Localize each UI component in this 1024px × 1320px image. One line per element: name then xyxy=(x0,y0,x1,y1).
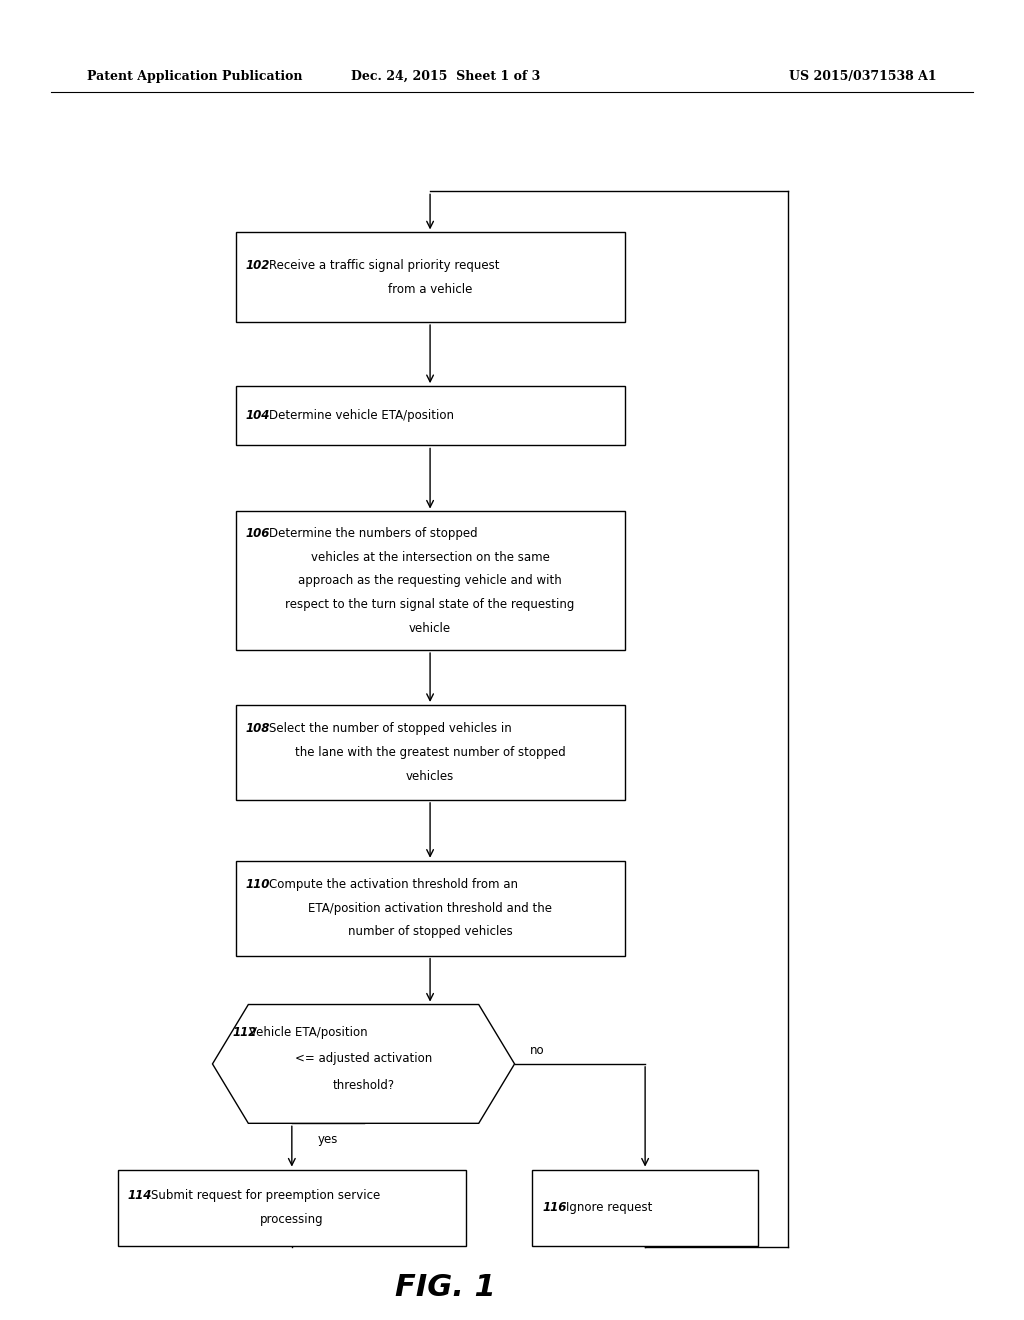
Polygon shape xyxy=(213,1005,514,1123)
Text: Patent Application Publication: Patent Application Publication xyxy=(87,70,302,83)
Text: processing: processing xyxy=(260,1213,324,1226)
Text: 116: 116 xyxy=(543,1201,567,1214)
Text: 106: 106 xyxy=(246,527,270,540)
Text: 110: 110 xyxy=(246,878,270,891)
Text: vehicle: vehicle xyxy=(409,622,452,635)
FancyBboxPatch shape xyxy=(236,705,625,800)
FancyBboxPatch shape xyxy=(236,385,625,445)
Text: Ignore request: Ignore request xyxy=(565,1201,652,1214)
Text: no: no xyxy=(530,1044,545,1057)
Text: 104: 104 xyxy=(246,409,270,422)
FancyBboxPatch shape xyxy=(236,232,625,322)
Text: US 2015/0371538 A1: US 2015/0371538 A1 xyxy=(790,70,937,83)
Text: Compute the activation threshold from an: Compute the activation threshold from an xyxy=(268,878,518,891)
Text: yes: yes xyxy=(317,1133,338,1146)
FancyBboxPatch shape xyxy=(236,511,625,649)
Text: 102: 102 xyxy=(246,259,270,272)
Text: Dec. 24, 2015  Sheet 1 of 3: Dec. 24, 2015 Sheet 1 of 3 xyxy=(351,70,540,83)
Text: 112: 112 xyxy=(232,1026,257,1039)
Text: Submit request for preemption service: Submit request for preemption service xyxy=(151,1189,380,1203)
Text: Determine vehicle ETA/position: Determine vehicle ETA/position xyxy=(268,409,454,422)
FancyBboxPatch shape xyxy=(532,1170,758,1246)
Text: 108: 108 xyxy=(246,722,270,735)
Text: ETA/position activation threshold and the: ETA/position activation threshold and th… xyxy=(308,902,552,915)
Text: vehicles at the intersection on the same: vehicles at the intersection on the same xyxy=(310,550,550,564)
Text: <= adjusted activation: <= adjusted activation xyxy=(295,1052,432,1065)
Text: FIG. 1: FIG. 1 xyxy=(395,1272,496,1302)
Text: approach as the requesting vehicle and with: approach as the requesting vehicle and w… xyxy=(298,574,562,587)
Text: Determine the numbers of stopped: Determine the numbers of stopped xyxy=(268,527,477,540)
Text: 114: 114 xyxy=(128,1189,153,1203)
Text: the lane with the greatest number of stopped: the lane with the greatest number of sto… xyxy=(295,746,565,759)
Text: Select the number of stopped vehicles in: Select the number of stopped vehicles in xyxy=(268,722,511,735)
Text: number of stopped vehicles: number of stopped vehicles xyxy=(348,925,512,939)
Text: threshold?: threshold? xyxy=(333,1078,394,1092)
FancyBboxPatch shape xyxy=(236,861,625,956)
Text: Vehicle ETA/position: Vehicle ETA/position xyxy=(249,1026,368,1039)
Text: vehicles: vehicles xyxy=(406,770,455,783)
Text: Receive a traffic signal priority request: Receive a traffic signal priority reques… xyxy=(268,259,499,272)
FancyBboxPatch shape xyxy=(118,1170,466,1246)
Text: from a vehicle: from a vehicle xyxy=(388,282,472,296)
Text: respect to the turn signal state of the requesting: respect to the turn signal state of the … xyxy=(286,598,574,611)
